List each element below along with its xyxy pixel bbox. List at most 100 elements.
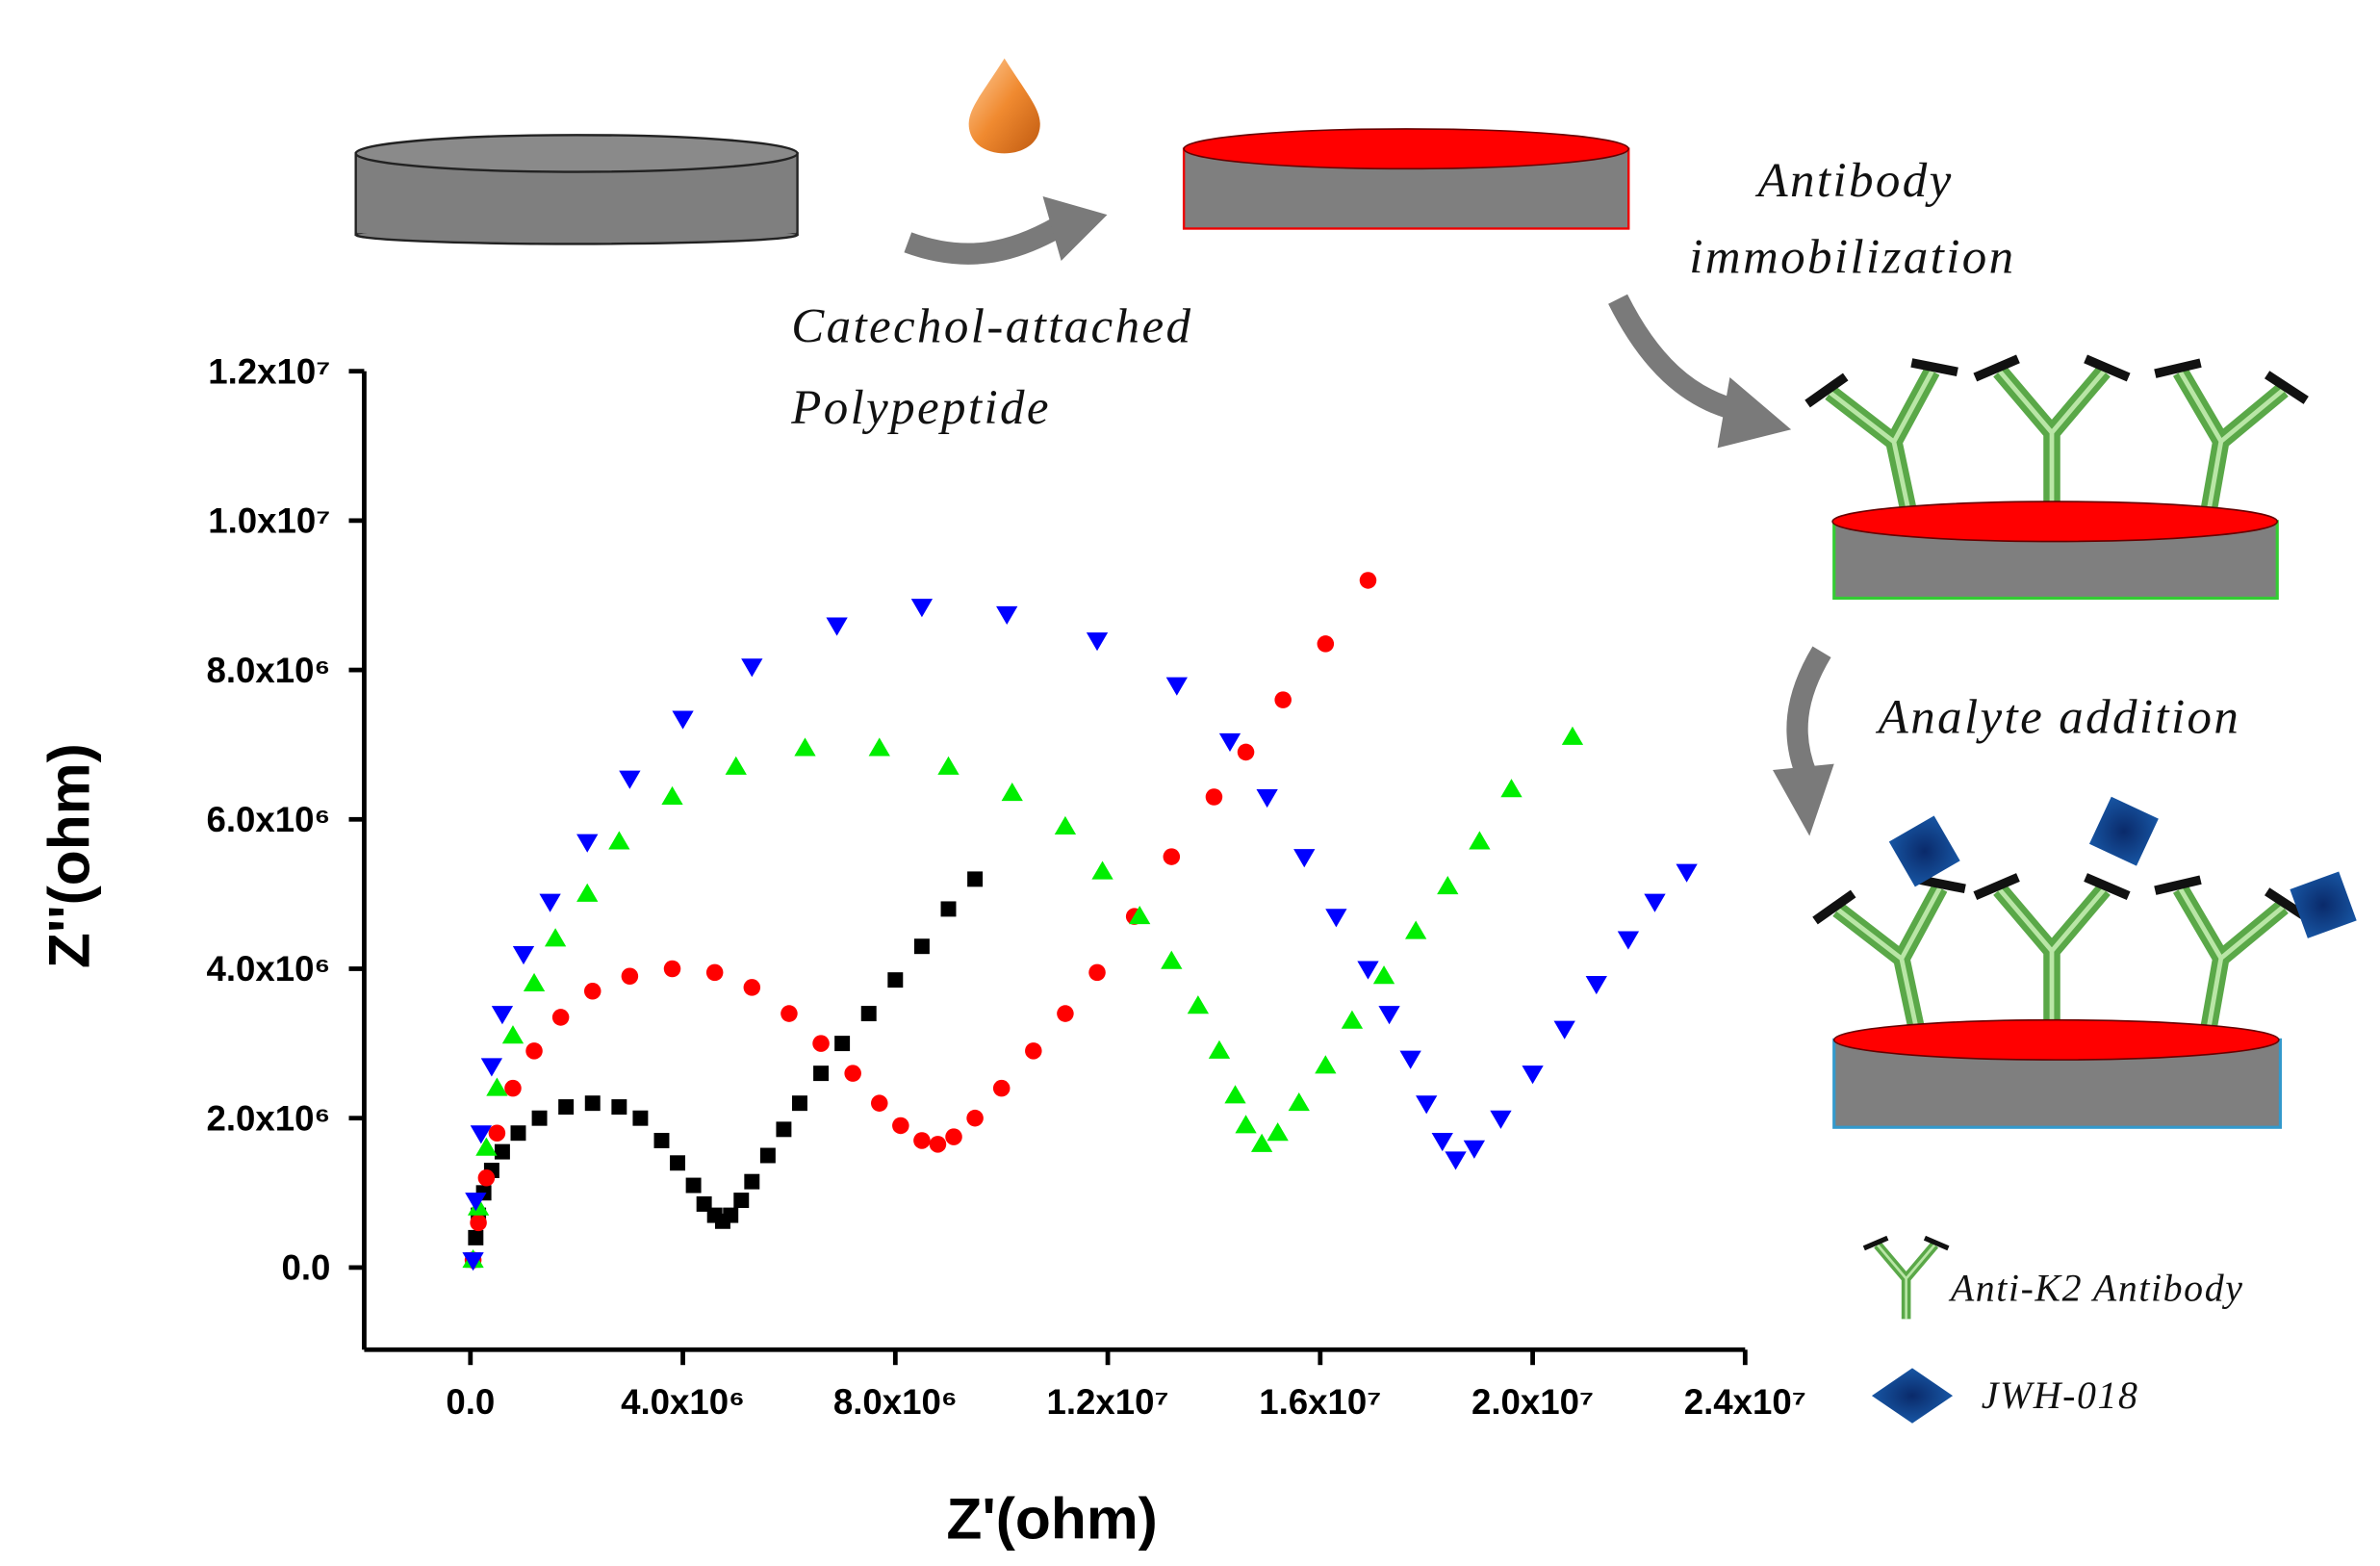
data-point — [844, 1065, 861, 1082]
data-point — [1431, 1133, 1453, 1152]
data-point — [1218, 732, 1241, 752]
data-point — [470, 1125, 493, 1144]
data-point — [523, 972, 546, 991]
data-point — [1469, 831, 1491, 850]
data-point — [462, 1252, 484, 1271]
data-point — [685, 1177, 702, 1194]
data-point — [1001, 782, 1023, 802]
y-tick-label: 1.2x10⁷ — [208, 351, 330, 391]
data-point — [1054, 815, 1077, 835]
data-point — [741, 658, 763, 678]
data-point — [1359, 572, 1377, 589]
data-point — [670, 1155, 686, 1171]
data-point — [1490, 1110, 1512, 1129]
data-point — [910, 599, 934, 618]
data-point — [531, 1110, 548, 1126]
data-point — [1357, 961, 1379, 980]
x-tick-label: 2.4x10⁷ — [1684, 1382, 1806, 1422]
data-point — [1235, 1115, 1257, 1134]
data-point — [1237, 743, 1255, 761]
data-point — [1088, 963, 1106, 982]
x-axis-title: Z'(ohm) — [946, 1485, 1158, 1551]
data-point — [759, 1147, 776, 1164]
data-point — [1317, 635, 1335, 653]
data-point — [480, 1058, 503, 1077]
data-point — [996, 605, 1018, 626]
data-point — [1500, 779, 1523, 798]
data-point — [1676, 863, 1698, 883]
data-point — [608, 831, 630, 850]
data-point — [576, 883, 599, 902]
data-point — [868, 737, 890, 757]
data-point — [491, 1006, 514, 1025]
data-point — [725, 756, 747, 775]
data-point — [1561, 726, 1584, 745]
data-point — [812, 1035, 830, 1052]
data-point — [781, 1005, 798, 1022]
data-point — [1617, 931, 1640, 950]
step-label: Antibody — [1754, 154, 1953, 208]
data-point — [470, 1214, 487, 1232]
data-point — [834, 1036, 851, 1052]
arrow — [1608, 294, 1792, 449]
data-point — [551, 1009, 570, 1026]
data-point — [494, 1143, 510, 1160]
data-point — [512, 946, 535, 965]
data-point — [1522, 1065, 1544, 1085]
y-tick-label: 1.0x10⁷ — [208, 501, 330, 541]
data-point — [1129, 906, 1151, 925]
data-point — [705, 963, 724, 982]
data-point — [663, 960, 681, 978]
data-point — [583, 983, 601, 1000]
data-point — [1256, 789, 1278, 809]
data-point — [1463, 1140, 1486, 1159]
y-tick-label: 4.0x10⁶ — [206, 949, 330, 988]
data-point — [1437, 875, 1459, 895]
data-point — [826, 617, 848, 636]
data-point — [1378, 1006, 1400, 1025]
data-point — [621, 967, 639, 986]
data-point — [465, 1193, 487, 1212]
data-point — [1025, 1042, 1042, 1060]
x-tick-label: 0.0 — [446, 1382, 495, 1422]
x-tick-label: 1.6x10⁷ — [1259, 1382, 1381, 1422]
data-point — [966, 1109, 984, 1127]
data-point — [723, 1207, 739, 1223]
legend-label: Anti-K2 Antibody — [1948, 1267, 2244, 1309]
data-point — [1086, 632, 1109, 652]
data-point — [1267, 1122, 1289, 1142]
data-point — [488, 1124, 506, 1142]
data-point — [501, 1025, 525, 1044]
step-label: immobilization — [1689, 231, 2015, 285]
data-point — [653, 1133, 670, 1148]
legend-analyte-icon — [1871, 1368, 1954, 1424]
data-point — [1288, 1092, 1310, 1112]
legend-antibody-icon — [1864, 1238, 1949, 1319]
data-point — [1405, 920, 1427, 939]
data-point — [1585, 976, 1607, 995]
step-label: Polypeptide — [790, 381, 1051, 435]
data-point — [813, 1065, 830, 1082]
y-tick-label: 8.0x10⁶ — [206, 651, 330, 690]
data-point — [477, 1169, 496, 1187]
data-point — [892, 1117, 909, 1135]
data-point — [1250, 1133, 1273, 1152]
data-point — [672, 710, 694, 730]
x-tick-label: 1.2x10⁷ — [1046, 1382, 1168, 1422]
data-point — [794, 737, 816, 757]
data-point — [733, 1193, 750, 1209]
x-tick-label: 8.0x10⁶ — [833, 1382, 958, 1422]
data-point — [860, 1006, 877, 1022]
data-point — [992, 1079, 1011, 1097]
x-tick-label: 2.0x10⁷ — [1472, 1382, 1594, 1422]
data-point — [1163, 848, 1181, 865]
step-label: Catechol-attached — [791, 299, 1192, 353]
data-point — [619, 770, 641, 789]
data-point — [544, 928, 567, 947]
data-point — [1274, 691, 1292, 708]
data-point — [468, 1229, 484, 1245]
data-point — [1644, 893, 1666, 912]
data-point — [510, 1125, 526, 1142]
